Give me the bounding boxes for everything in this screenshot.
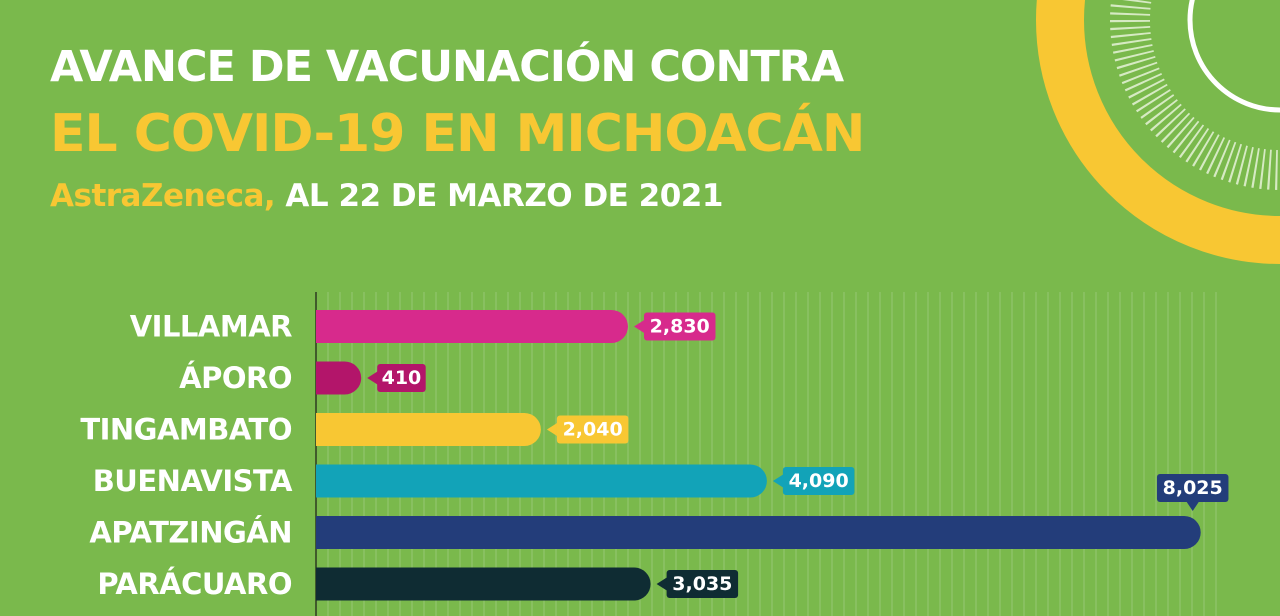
title-line-2: EL COVID-19 EN MICHOACÁN: [50, 104, 865, 164]
bar: [316, 464, 767, 498]
value-label: 3,035: [672, 573, 732, 595]
category-label: VILLAMAR: [130, 310, 292, 344]
bar: [316, 361, 362, 395]
value-label-pointer: [1186, 502, 1199, 511]
outer-yellow-ring: [1036, 0, 1280, 264]
category-label: APATZINGÁN: [89, 516, 292, 550]
value-label-pointer: [633, 319, 645, 334]
value-label-box: [556, 415, 629, 444]
bar: [316, 516, 1201, 549]
value-label: 2,040: [563, 419, 623, 441]
category-label: BUENAVISTA: [93, 464, 293, 498]
bar: [316, 413, 541, 446]
value-label: 4,090: [789, 470, 849, 492]
value-label: 2,830: [650, 316, 710, 338]
category-label: TINGAMBATO: [80, 413, 292, 447]
value-label-box: [643, 312, 716, 341]
value-label-box: [666, 570, 739, 598]
value-label-box: [377, 364, 426, 392]
subtitle: AstraZeneca, AL 22 DE MARZO DE 2021: [50, 178, 723, 214]
value-label: 8,025: [1163, 477, 1223, 499]
value-label-pointer: [772, 474, 784, 488]
category-label: PARÁCUARO: [97, 567, 292, 601]
bar: [316, 310, 628, 343]
bar: [316, 567, 651, 601]
value-label-pointer: [546, 422, 558, 437]
inner-white-ring: [1187, 0, 1280, 113]
vaccine-brand: AstraZeneca,: [50, 178, 276, 214]
value-label-pointer: [367, 371, 379, 385]
value-label-pointer: [656, 577, 668, 591]
value-label: 410: [382, 367, 422, 389]
report-date: AL 22 DE MARZO DE 2021: [275, 178, 723, 214]
category-label: ÁPORO: [179, 361, 292, 395]
title-line-1: AVANCE DE VACUNACIÓN CONTRA: [50, 42, 844, 92]
value-label-box: [1156, 474, 1229, 502]
value-label-box: [782, 467, 855, 495]
